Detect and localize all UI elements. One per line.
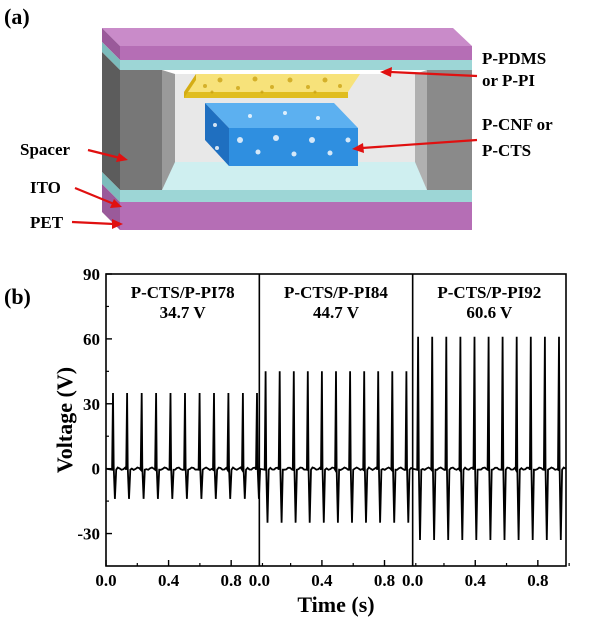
right-spacer-front (427, 70, 472, 190)
voltage-series-3 (412, 336, 567, 541)
x-tick-label: 0.8 (374, 571, 395, 590)
x-tick-label: 0.0 (249, 571, 270, 590)
bottom-pet-front (120, 202, 472, 230)
y-tick-label: 90 (83, 265, 100, 284)
right-spacer-inner (415, 70, 427, 190)
y-axis-label: Voltage (V) (52, 367, 77, 473)
x-tick-label: 0.4 (311, 571, 333, 590)
x-tick-label: 0.8 (221, 571, 242, 590)
top-pet-front (120, 46, 472, 60)
left-spacer-inner (162, 70, 175, 190)
label-spacer: Spacer (20, 140, 71, 159)
bottom-foam (205, 103, 358, 166)
x-axis-label: Time (s) (297, 592, 374, 617)
top-ito-side (102, 42, 120, 70)
bottom-foam-pores (213, 111, 351, 157)
top-ito-front (120, 60, 472, 70)
label-cnf: P-CNF or (482, 115, 553, 134)
x-tick-label: 0.8 (527, 571, 548, 590)
panel-a-label: (a) (4, 4, 30, 29)
diagram-arrows (71, 67, 478, 229)
x-tick-label: 0.0 (95, 571, 116, 590)
top-foam (184, 74, 360, 98)
x-tick-label: 0.4 (158, 571, 180, 590)
top-foam-pores (203, 76, 342, 94)
y-tick-label: 0 (92, 460, 101, 479)
x-tick-label: 0.0 (402, 571, 423, 590)
bottom-ito-front (120, 190, 472, 202)
series-label-2: P-CTS/P-PI84 (284, 283, 388, 302)
plot-frame (105, 273, 567, 567)
label-pdms-or: or P-PI (482, 71, 535, 90)
voltage-series-2 (259, 371, 414, 523)
series-annotation-2: 44.7 V (313, 303, 360, 322)
device-diagram (102, 28, 472, 230)
top-pet-top-face (102, 28, 472, 46)
series-annotation-1: 34.7 V (160, 303, 207, 322)
label-ito: ITO (30, 178, 61, 197)
y-tick-label: 30 (83, 395, 100, 414)
bottom-ito-side (102, 172, 120, 202)
series-label-1: P-CTS/P-PI78 (131, 283, 235, 302)
label-pdms: P-PDMS (482, 49, 546, 68)
panel-b-label: (b) (4, 284, 31, 309)
left-spacer-front (120, 70, 162, 190)
voltage-series-1 (105, 392, 262, 499)
x-tick-label: 0.4 (465, 571, 487, 590)
label-cnf-or: P-CTS (482, 141, 531, 160)
series-annotation-3: 60.6 V (466, 303, 513, 322)
y-tick-label: -30 (77, 525, 100, 544)
y-tick-label: 60 (83, 330, 100, 349)
top-pet-side (102, 28, 120, 60)
label-pet: PET (30, 213, 64, 232)
device-interior-floor (120, 162, 448, 190)
series-label-3: P-CTS/P-PI92 (437, 283, 541, 302)
left-spacer-side (102, 52, 120, 190)
